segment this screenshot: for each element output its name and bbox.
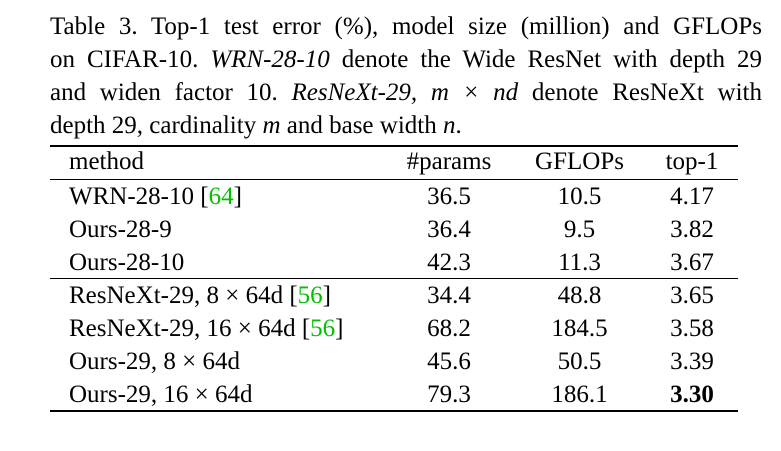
gflops-cell: 50.5 xyxy=(557,348,602,375)
header-params: #params xyxy=(406,148,492,175)
top1-cell: 4.17 xyxy=(670,183,714,210)
table-bottom-rule xyxy=(50,410,738,412)
params-cell: 34.4 xyxy=(427,282,471,309)
method-cell: ResNeXt-29, 8 × 64d [56] xyxy=(69,282,331,309)
top1-best-cell: 3.30 xyxy=(670,381,714,408)
table-row: Ours-29, 16 × 64d 79.3 186.1 3.30 xyxy=(50,378,738,411)
caption-text: depth 29, cardinality xyxy=(50,112,263,139)
caption-math-m: m xyxy=(262,112,281,139)
caption-text: . xyxy=(455,112,462,139)
caption-line-4: depth 29, cardinality m and base width n… xyxy=(50,109,762,142)
table-caption: Table 3. Top-1 test error (%), model siz… xyxy=(50,10,762,142)
params-cell: 36.4 xyxy=(427,216,471,243)
params-cell: 42.3 xyxy=(427,249,471,276)
caption-line-1: Table 3. Top-1 test error (%), model siz… xyxy=(50,13,762,40)
method-cell: Ours-29, 8 × 64d xyxy=(69,348,241,375)
table-group-rule xyxy=(50,278,738,279)
method-cell: Ours-28-10 xyxy=(69,249,185,276)
caption-text: and widen factor 10. xyxy=(50,79,292,106)
table-top-rule xyxy=(50,145,738,147)
caption-text: on CIFAR-10. xyxy=(50,46,211,73)
caption-text: denote ResNeXt with xyxy=(518,79,763,106)
params-cell: 36.5 xyxy=(427,183,471,210)
top1-cell: 3.65 xyxy=(670,282,714,309)
gflops-cell: 186.1 xyxy=(551,381,608,408)
method-cell: Ours-29, 16 × 64d xyxy=(69,381,253,408)
table-row: Ours-29, 8 × 64d 45.6 50.5 3.39 xyxy=(50,345,738,378)
method-cell: Ours-28-9 xyxy=(69,216,172,243)
citation-link[interactable]: 56 xyxy=(310,315,336,342)
caption-italic-term: ResNeXt-29, m × nd xyxy=(291,79,519,106)
gflops-cell: 48.8 xyxy=(557,282,602,309)
header-method: method xyxy=(69,148,144,175)
caption-line-3: and widen factor 10. ResNeXt-29, m × nd … xyxy=(50,76,762,109)
caption-text: and base width xyxy=(280,112,443,139)
params-cell: 45.6 xyxy=(427,348,471,375)
table-row: Ours-28-9 36.4 9.5 3.82 xyxy=(50,213,738,246)
caption-italic-term: WRN-28-10 xyxy=(210,46,330,73)
top1-cell: 3.58 xyxy=(670,315,714,342)
method-cell: WRN-28-10 [64] xyxy=(69,183,242,210)
caption-line-2: on CIFAR-10. WRN-28-10 denote the Wide R… xyxy=(50,43,762,76)
top1-cell: 3.39 xyxy=(670,348,714,375)
gflops-cell: 10.5 xyxy=(557,183,602,210)
params-cell: 68.2 xyxy=(427,315,471,342)
header-gflops: GFLOPs xyxy=(535,148,624,175)
header-top1: top-1 xyxy=(665,148,719,175)
table-row: Ours-28-10 42.3 11.3 3.67 xyxy=(50,246,738,279)
caption-math-n: n xyxy=(442,112,456,139)
top1-cell: 3.67 xyxy=(670,249,714,276)
table-row: ResNeXt-29, 16 × 64d [56] 68.2 184.5 3.5… xyxy=(50,312,738,345)
table-row: ResNeXt-29, 8 × 64d [56] 34.4 48.8 3.65 xyxy=(50,279,738,312)
results-table: method #params GFLOPs top-1 WRN-28-10 [6… xyxy=(50,145,738,411)
citation-link[interactable]: 56 xyxy=(297,282,323,309)
gflops-cell: 11.3 xyxy=(558,249,601,276)
caption-text: denote the Wide ResNet with depth 29 xyxy=(329,46,763,73)
top1-cell: 3.82 xyxy=(670,216,714,243)
method-cell: ResNeXt-29, 16 × 64d [56] xyxy=(69,315,344,342)
gflops-cell: 9.5 xyxy=(563,216,596,243)
citation-link[interactable]: 64 xyxy=(208,183,234,210)
table-row: WRN-28-10 [64] 36.5 10.5 4.17 xyxy=(50,180,738,213)
params-cell: 79.3 xyxy=(427,381,471,408)
table-header-row: method #params GFLOPs top-1 xyxy=(50,145,738,178)
gflops-cell: 184.5 xyxy=(551,315,608,342)
table-header-rule xyxy=(50,179,738,180)
